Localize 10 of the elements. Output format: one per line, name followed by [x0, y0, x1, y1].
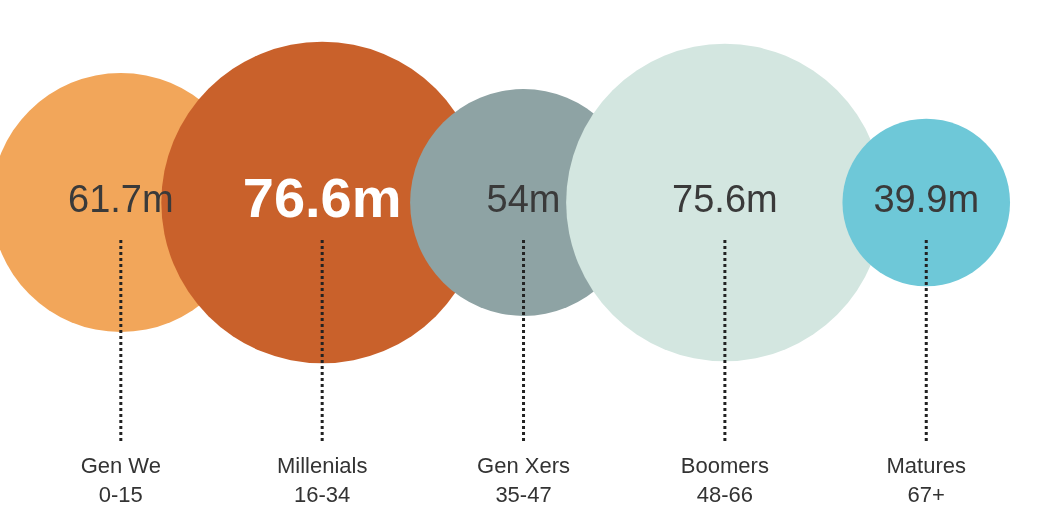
data-label: 54m [486, 178, 561, 220]
data-label: 75.6m [672, 178, 778, 220]
category-label: Matures 67+ [886, 453, 966, 507]
category-label: Millenials 16-34 [276, 453, 368, 507]
data-label: 61.7m [68, 178, 174, 220]
category-label: Gen Xers 35-47 [477, 453, 570, 507]
data-label: 39.9m [873, 178, 980, 220]
category-label: Gen We 0-15 [80, 453, 161, 507]
category-label: Boomers 48-66 [680, 453, 769, 507]
data-label: 76.6m [242, 165, 402, 229]
